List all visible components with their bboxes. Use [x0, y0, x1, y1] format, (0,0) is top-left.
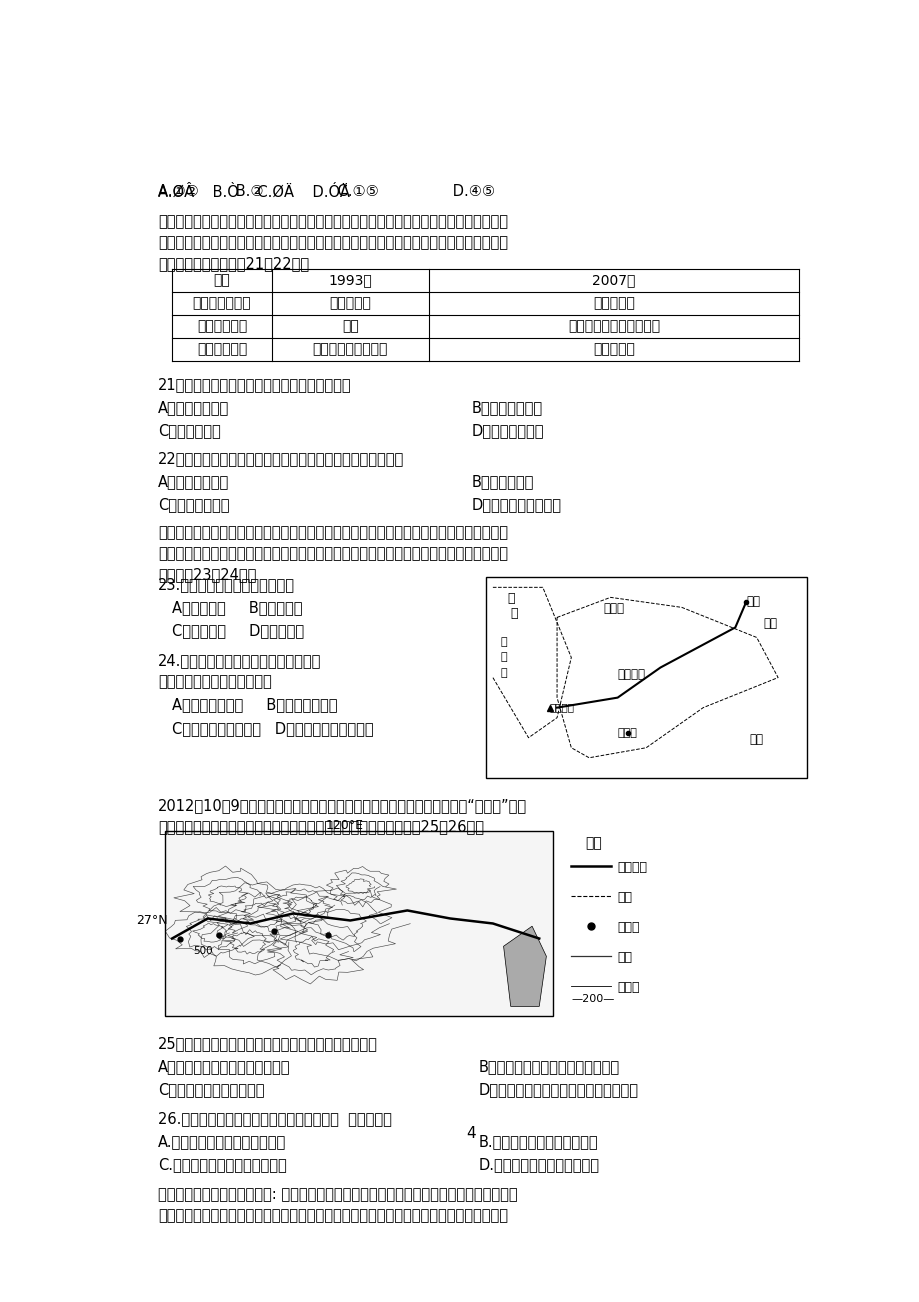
- Text: C．原料供应中心: C．原料供应中心: [158, 497, 229, 512]
- Text: 500: 500: [193, 947, 213, 956]
- Text: 主要加工中心: 主要加工中心: [197, 319, 247, 333]
- Text: A.ØÂ    B.Ò    C.ØÄ    D.ÓÄ: A.ØÂ B.Ò C.ØÄ D.ÓÄ: [158, 185, 349, 199]
- Text: A、气候干旱     B、地形崎峄: A、气候干旱 B、地形崎峄: [172, 600, 302, 616]
- Text: 瓜达尔港最主要的不利因素是: 瓜达尔港最主要的不利因素是: [158, 674, 271, 690]
- Text: 印度: 印度: [749, 733, 763, 746]
- Text: 23.该铁路修建的最大自然障碍是: 23.该铁路修建的最大自然障碍是: [158, 577, 294, 592]
- Text: A．欧美产业转移: A．欧美产业转移: [158, 474, 229, 490]
- Text: B．沿线经济落后，人口和城市稀少: B．沿线经济落后，人口和城市稀少: [478, 1060, 619, 1074]
- Text: 26.宁武高速公路较原有省道平直主要是为了  高考资源网: 26.宁武高速公路较原有省道平直主要是为了 高考资源网: [158, 1111, 391, 1126]
- Polygon shape: [503, 926, 546, 1006]
- Text: 中国: 中国: [763, 617, 777, 630]
- Text: C、泥沙淤积，航道浅   D、西南风强劲，风浪大: C、泥沙淤积，航道浅 D、西南风强劲，风浪大: [172, 721, 373, 736]
- Text: 巴基斯坦: 巴基斯坦: [617, 668, 645, 681]
- Text: 再拿出来泡茶喝。而在今天的某些城市，这样的雅趣已不可能有了。燤烟和汽车尾气造成的: 再拿出来泡茶喝。而在今天的某些城市，这样的雅趣已不可能有了。燤烟和汽车尾气造成的: [158, 1208, 507, 1223]
- Text: A、陆域面积狭小     B、经济腹地狭小: A、陆域面积狭小 B、经济腹地狭小: [172, 698, 337, 712]
- Text: 港。目前正在讨论修建中巴铁路，起点为中国新疆的喀什，终点为巴基斯坦的瓜达尔港，读: 港。目前正在讨论修建中巴铁路，起点为中国新疆的喀什，终点为巴基斯坦的瓜达尔港，读: [158, 547, 507, 561]
- Bar: [165, 831, 553, 1017]
- Text: D.避免经过平原，少占用耕地: D.避免经过平原，少占用耕地: [478, 1156, 599, 1172]
- Text: 120°E: 120°E: [325, 819, 364, 832]
- Text: 港台、东南亚、欧美: 港台、东南亚、欧美: [312, 342, 388, 357]
- Text: 卡拉奇: 卡拉奇: [617, 728, 637, 738]
- Text: 波: 波: [500, 638, 506, 647]
- Text: 年份: 年份: [213, 273, 230, 286]
- Text: 瓜达尔港: 瓜达尔港: [550, 703, 574, 712]
- Text: 24.与巴基斯坦经济中心卡拉奇港相比，: 24.与巴基斯坦经济中心卡拉奇港相比，: [158, 654, 321, 668]
- Text: D．玉石文化底蕴浓厚: D．玉石文化底蕴浓厚: [471, 497, 561, 512]
- Text: 营销格局变化表，回筂21～22题。: 营销格局变化表，回筂21～22题。: [158, 256, 309, 272]
- Text: B.减少所经聚落，减少拆迁量: B.减少所经聚落，减少拆迁量: [478, 1134, 597, 1148]
- Text: 中国、欧美: 中国、欧美: [593, 342, 634, 357]
- Text: 4: 4: [466, 1126, 476, 1141]
- Text: 香港: 香港: [342, 319, 358, 333]
- Bar: [485, 577, 806, 777]
- Text: 21．云南是我国最大的翡翠原石集散地，原因是: 21．云南是我国最大的翡翠原石集散地，原因是: [158, 376, 351, 392]
- Text: 图回筌第23～24题。: 图回筌第23～24题。: [158, 568, 255, 582]
- Text: C．技术落后，建设成本高: C．技术落后，建设成本高: [158, 1082, 264, 1098]
- Text: 朗: 朗: [510, 608, 517, 620]
- Text: 22．目前珠江三角洲地区成为新的翡翠加工基地，主要原因是: 22．目前珠江三角洲地区成为新的翡翠加工基地，主要原因是: [158, 450, 403, 466]
- Text: C.缩短公路里程，节省建设投资: C.缩短公路里程，节省建设投资: [158, 1156, 286, 1172]
- Text: D．沿途多山地丘陵，桥梁隙道工程量大: D．沿途多山地丘陵，桥梁隙道工程量大: [478, 1082, 638, 1098]
- Text: 喀什: 喀什: [745, 595, 759, 608]
- Text: 2007年: 2007年: [592, 273, 635, 286]
- Text: 2012年10月9日宁（德）武（夷山）高速公路全线通车，该线路是福建省“十一五”期间: 2012年10月9日宁（德）武（夷山）高速公路全线通车，该线路是福建省“十一五”…: [158, 798, 527, 812]
- Text: 缅甸、云南: 缅甸、云南: [329, 296, 371, 310]
- Text: 缅甸、云南: 缅甸、云南: [593, 296, 634, 310]
- Text: 27°N: 27°N: [136, 914, 168, 927]
- Text: 县、市: 县、市: [617, 922, 640, 934]
- Text: A．沿线多滑坡泥石流等地质灾害: A．沿线多滑坡泥石流等地质灾害: [158, 1060, 290, 1074]
- Text: A.节省运营时间，提高运输效率: A.节省运营时间，提高运输效率: [158, 1134, 286, 1148]
- Text: 斯: 斯: [500, 652, 506, 663]
- Text: A．靠近原料产地: A．靠近原料产地: [158, 400, 229, 415]
- Text: 《红楼梦》中有这样一个情节: 妙玉把梅花瓣上的白雪收集在一个坛子里，在地下埋了三年，: 《红楼梦》中有这样一个情节: 妙玉把梅花瓣上的白雪收集在一个坛子里，在地下埋了三…: [158, 1187, 516, 1202]
- Text: 省界: 省界: [617, 891, 632, 904]
- Text: 阿富汗: 阿富汗: [603, 603, 624, 616]
- Text: 图例: 图例: [585, 836, 602, 850]
- Text: 北京、云南、广东、上海: 北京、云南、广东、上海: [567, 319, 660, 333]
- Text: 单项投资额最大的高速公路，下图示为宁武高速公路干线，读图完成25～26题。: 单项投资额最大的高速公路，下图示为宁武高速公路干线，读图完成25～26题。: [158, 819, 483, 833]
- Text: B．消费市场大: B．消费市场大: [471, 474, 533, 490]
- Text: 巴基斯坦《伊斯兰堡邮报》发表消息称，中国已经同意巴基斯坦政府请求，接手运营瓜达尔: 巴基斯坦《伊斯兰堡邮报》发表消息称，中国已经同意巴基斯坦政府请求，接手运营瓜达尔: [158, 525, 507, 540]
- Text: 河流: 河流: [617, 952, 632, 965]
- Text: C、经济落后     D、河网密集: C、经济落后 D、河网密集: [172, 624, 304, 638]
- Text: 主要消费市场: 主要消费市场: [197, 342, 247, 357]
- Text: B．接近消费市场: B．接近消费市场: [471, 400, 542, 415]
- Text: 1993年: 1993年: [328, 273, 372, 286]
- Text: 主要原料供应地: 主要原料供应地: [192, 296, 251, 310]
- Text: 近年来，中国逐渐成为全球最大的翡翠加工中心和消费市场。海外许多经营翡翠多年的大牌: 近年来，中国逐渐成为全球最大的翡翠加工中心和消费市场。海外许多经营翡翠多年的大牌: [158, 215, 507, 229]
- Text: —200—: —200—: [571, 995, 614, 1004]
- Text: 25．导致宁武高速公路单位里程投资额大的主要原因是: 25．导致宁武高速公路单位里程投资额大的主要原因是: [158, 1036, 377, 1052]
- Text: 湾: 湾: [500, 668, 506, 677]
- Text: 等高线: 等高线: [617, 982, 640, 995]
- Text: C．加工技术高: C．加工技术高: [158, 423, 221, 437]
- Text: 宁武高速: 宁武高速: [617, 861, 647, 874]
- Text: A.①②        B.②                C.①⑤                D.④⑤: A.①② B.② C.①⑤ D.④⑤: [158, 185, 494, 199]
- Text: 公司纷纷看好中国内地市场，已经开始逐步将市场重点转移至中国内地。读翡翠全球生产和: 公司纷纷看好中国内地市场，已经开始逐步将市场重点转移至中国内地。读翡翠全球生产和: [158, 236, 507, 250]
- Text: D．资金力量雄厚: D．资金力量雄厚: [471, 423, 543, 437]
- Text: 伊: 伊: [506, 592, 514, 605]
